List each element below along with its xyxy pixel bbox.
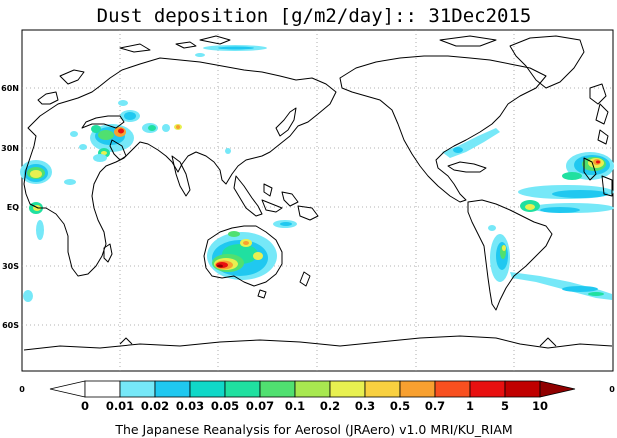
colorbar-cell [224, 380, 261, 398]
lat-label-30s: 30S [2, 262, 19, 271]
colorbar-cell [504, 380, 541, 398]
coastlines [23, 35, 613, 351]
coast-india [171, 155, 191, 197]
colorbar-tick-label: 5 [501, 399, 509, 413]
colorbar-cell [154, 380, 191, 398]
colorbar-tick-label: 0.3 [355, 399, 375, 413]
lat-label-60s: 60S [2, 321, 19, 330]
colorbar-cells [49, 380, 576, 398]
colorbar-cell [49, 380, 86, 398]
coast-antarctica [23, 335, 613, 351]
credit-line: The Japanese Reanalysis for Aerosol (JRA… [114, 422, 512, 437]
colorbar: 0 0.01 0.02 0.03 0.05 0.07 0.1 0.2 0.3 0.5 0.7 1 5 10 [49, 380, 576, 413]
colorbar-tick-label: 0 [81, 399, 89, 413]
latitude-labels: 60N 30N EQ 30S 60S [1, 84, 19, 330]
lat-label-eq: EQ [7, 203, 19, 212]
coast-greenland [509, 35, 585, 89]
colorbar-tick-label: 0.01 [106, 399, 134, 413]
colorbar-cell [84, 380, 121, 398]
colorbar-tick-label: 0.03 [176, 399, 204, 413]
lon-label-right: 0 [609, 385, 615, 394]
colorbar-labels: 0 0.01 0.02 0.03 0.05 0.07 0.1 0.2 0.3 0.5 0.7 1 5 10 [81, 399, 548, 413]
map-panel: 60N 30N EQ 30S 60S 0 0 [1, 29, 615, 394]
lon-label-left: 0 [19, 385, 25, 394]
colorbar-cell [119, 380, 156, 398]
colorbar-tick-label: 0.7 [425, 399, 445, 413]
colorbar-tick-label: 0.07 [246, 399, 274, 413]
coast-japan [275, 107, 297, 137]
colorbar-tick-label: 0.05 [211, 399, 239, 413]
colorbar-tick-label: 0.5 [390, 399, 410, 413]
coast-north-america [339, 55, 547, 203]
colorbar-cell [259, 380, 296, 398]
colorbar-cell [539, 380, 576, 398]
colorbar-tick-label: 0.1 [285, 399, 305, 413]
dust-shading [20, 45, 614, 302]
colorbar-cell [434, 380, 471, 398]
colorbar-cell [294, 380, 331, 398]
lat-label-30n: 30N [1, 144, 19, 153]
colorbar-tick-label: 0.2 [320, 399, 340, 413]
coast-south-america [467, 199, 553, 311]
colorbar-cell [469, 380, 506, 398]
colorbar-cell [364, 380, 401, 398]
colorbar-tick-label: 1 [466, 399, 474, 413]
coast-eurasia-africa [23, 57, 337, 277]
colorbar-cell [329, 380, 366, 398]
colorbar-tick-label: 0.02 [141, 399, 169, 413]
lat-label-60n: 60N [1, 84, 19, 93]
map-title: Dust deposition [g/m2/day]:: 31Dec2015 [97, 5, 532, 27]
colorbar-tick-label: 10 [532, 399, 548, 413]
colorbar-cell [189, 380, 226, 398]
colorbar-cell [399, 380, 436, 398]
coast-australia [203, 225, 283, 287]
graticule [22, 30, 613, 371]
map-frame [21, 29, 614, 372]
